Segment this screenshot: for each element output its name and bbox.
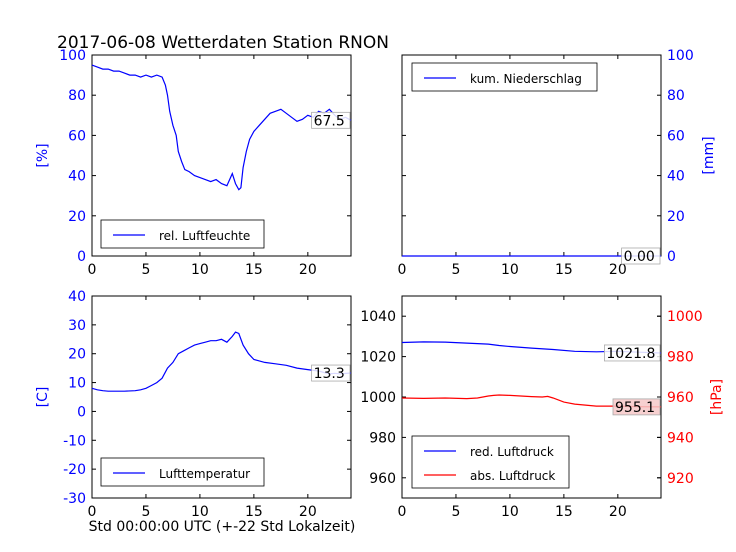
legend-label: abs. Luftdruck [470,469,555,483]
chart-title: 2017-06-08 Wetterdaten Station RNON [57,33,389,53]
x-tick-label: 10 [191,262,209,278]
x-tick-label: 5 [141,262,150,278]
x-tick-label: 0 [88,262,97,278]
legend-box [411,62,598,92]
x-tick-label: 20 [609,262,627,278]
legend-box [100,219,265,249]
x-tick-label: 15 [555,504,573,520]
y-tick-label: 10 [68,376,86,392]
y-tick-label: 1020 [360,350,396,366]
panel-bottom-left: 0 5 10 15 20 -30 -20 -10 0 10 20 30 40 [C] 13.3 Lufttem… [35,289,352,520]
y-tick-label: 20 [667,209,685,225]
x-tick-label: 10 [501,504,519,520]
last-value-label: 67.5 [314,113,345,129]
x-tick-label: 5 [451,504,460,520]
y-tick-label: -30 [63,491,86,507]
x-tick-label: 20 [299,262,317,278]
x-tick-label: 15 [245,504,263,520]
y-tick-label: 1000 [360,390,396,406]
series-line [401,394,662,408]
y-tick-label: -20 [63,462,86,478]
y-tick-label: 80 [667,88,685,104]
legend-label: red. Luftdruck [470,445,554,459]
legend-label: kum. Niederschlag [470,72,582,86]
y-tick-label: 980 [369,430,396,446]
y-tick-label: 20 [68,209,86,225]
last-value-box [311,111,351,129]
x-tick-label: 20 [609,504,627,520]
x-tick-label: 0 [398,504,407,520]
last-value-label: 955.1 [615,400,655,416]
x-axis-label: Std 00:00:00 UTC (+-22 Std Lokalzeit) [89,519,356,535]
legend-box [411,435,570,489]
y-axis-label: [mm] [701,136,717,174]
y-tick-label: 960 [369,471,396,487]
legend-box [100,457,265,487]
y-tick-label: 60 [68,128,86,144]
y-tick-label: -10 [63,433,86,449]
x-tick-label: 5 [451,262,460,278]
x-tick-label: 20 [299,504,317,520]
x-tick-label: 0 [398,262,407,278]
legend-label: rel. Luftfeuchte [159,229,250,243]
y-tick-label: 0 [77,249,86,265]
y-axis-label: [C] [35,387,51,408]
legend-label: Lufttemperatur [159,467,250,481]
y-tick-label-right: 1000 [667,309,703,325]
last-value-box [311,364,351,382]
panel-top-right: 0 5 10 15 20 0 20 40 60 80 100 [mm] 0.00 kum. Nieders… [398,48,717,278]
last-value-label: 13.3 [314,366,345,382]
y-tick-label: 0 [77,404,86,420]
x-tick-label: 5 [141,504,150,520]
x-tick-label: 10 [501,262,519,278]
last-value-box [621,247,661,265]
y-tick-label: 40 [667,169,685,185]
y-tick-label: 30 [68,318,86,334]
y-tick-label-right: 940 [667,430,694,446]
y-tick-label: 40 [68,289,86,305]
y-axis-label: [hPa] [709,379,725,415]
y-tick-label-right: 960 [667,390,694,406]
y-tick-label-right: 980 [667,350,694,366]
y-tick-label: 80 [68,88,86,104]
y-tick-label: 0 [667,249,676,265]
y-tick-label-right: 920 [667,471,694,487]
y-tick-label: 40 [68,169,86,185]
panel-top-left: 0 5 10 15 20 0 20 40 60 80 100 [%] 67.5 rel. Luftfeuc… [35,48,352,278]
y-tick-label: 20 [68,347,86,363]
x-tick-label: 10 [191,504,209,520]
x-tick-label: 0 [88,504,97,520]
last-value-label: 0.00 [624,249,655,265]
last-value-label: 1021.8 [606,346,655,362]
y-tick-label: 1040 [360,309,396,325]
panel-bottom-right: 0 5 10 15 20 960 980 1000 1020 1040 920 940 960 980 10… [360,295,725,520]
series-line [91,331,352,392]
y-axis-label: [%] [35,143,51,167]
y-tick-label: 100 [667,48,694,64]
series-line [91,64,352,191]
last-value-box [604,344,661,362]
x-tick-label: 15 [555,262,573,278]
y-tick-label: 100 [59,48,86,64]
x-tick-label: 15 [245,262,263,278]
y-tick-label: 60 [667,128,685,144]
last-value-box [612,398,661,416]
